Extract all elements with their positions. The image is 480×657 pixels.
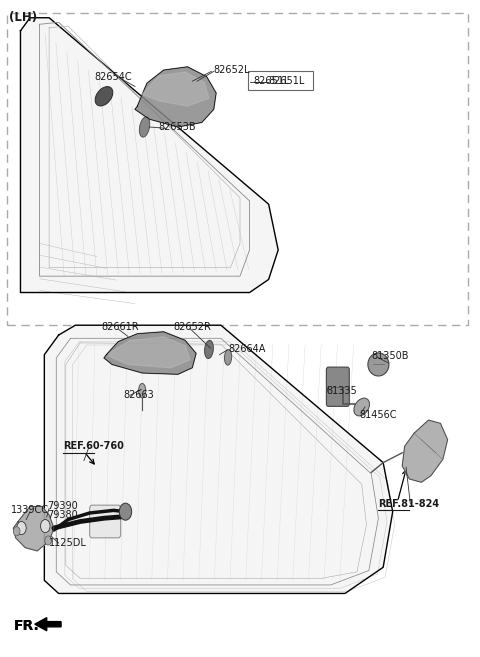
Polygon shape bbox=[21, 18, 278, 292]
Text: (LH): (LH) bbox=[9, 11, 36, 24]
Text: FR.: FR. bbox=[13, 618, 39, 633]
Text: 82663: 82663 bbox=[123, 390, 154, 400]
Circle shape bbox=[17, 522, 26, 535]
Text: 79390: 79390 bbox=[47, 501, 77, 511]
Polygon shape bbox=[135, 67, 216, 127]
Text: 1125DL: 1125DL bbox=[49, 538, 87, 548]
FancyBboxPatch shape bbox=[90, 505, 120, 538]
Text: FR.: FR. bbox=[13, 618, 39, 633]
FancyBboxPatch shape bbox=[248, 72, 313, 90]
Text: 79380: 79380 bbox=[47, 510, 77, 520]
Polygon shape bbox=[44, 325, 393, 593]
Polygon shape bbox=[104, 332, 196, 374]
Polygon shape bbox=[35, 618, 61, 631]
Text: 82661R: 82661R bbox=[102, 322, 139, 332]
Ellipse shape bbox=[139, 384, 146, 398]
Circle shape bbox=[45, 536, 51, 545]
Polygon shape bbox=[402, 420, 447, 482]
Circle shape bbox=[40, 520, 50, 533]
Ellipse shape bbox=[368, 353, 389, 376]
Text: 82653B: 82653B bbox=[159, 122, 196, 132]
Polygon shape bbox=[109, 337, 190, 368]
Ellipse shape bbox=[95, 87, 113, 106]
Text: 82654C: 82654C bbox=[95, 72, 132, 81]
Text: 1339CC: 1339CC bbox=[11, 505, 49, 515]
Text: REF.60-760: REF.60-760 bbox=[63, 442, 124, 451]
Circle shape bbox=[13, 527, 20, 536]
FancyBboxPatch shape bbox=[326, 367, 349, 406]
Text: 81350B: 81350B bbox=[371, 351, 409, 361]
Text: 82664A: 82664A bbox=[228, 344, 265, 353]
Circle shape bbox=[119, 503, 132, 520]
Text: REF.81-824: REF.81-824 bbox=[378, 499, 440, 509]
Ellipse shape bbox=[354, 398, 370, 416]
Polygon shape bbox=[142, 72, 209, 106]
Text: 81456C: 81456C bbox=[360, 410, 397, 420]
Text: 82652L: 82652L bbox=[214, 65, 250, 75]
Text: 82651L: 82651L bbox=[269, 76, 305, 85]
Text: 82651L: 82651L bbox=[253, 76, 289, 85]
Ellipse shape bbox=[225, 350, 232, 365]
Ellipse shape bbox=[139, 117, 150, 137]
Polygon shape bbox=[13, 507, 54, 551]
Text: 82652R: 82652R bbox=[173, 322, 211, 332]
Text: 81335: 81335 bbox=[326, 386, 357, 396]
Ellipse shape bbox=[204, 340, 214, 359]
